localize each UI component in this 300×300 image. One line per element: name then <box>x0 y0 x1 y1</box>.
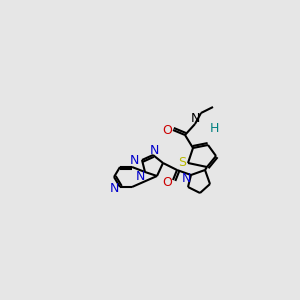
Text: N: N <box>190 112 200 125</box>
Text: N: N <box>109 182 119 196</box>
Text: O: O <box>162 124 172 136</box>
Text: N: N <box>135 170 145 184</box>
Text: N: N <box>181 172 191 184</box>
Text: N: N <box>129 154 139 166</box>
Text: O: O <box>162 176 172 190</box>
Text: H: H <box>209 122 219 136</box>
Text: S: S <box>178 157 186 169</box>
Text: N: N <box>149 143 159 157</box>
